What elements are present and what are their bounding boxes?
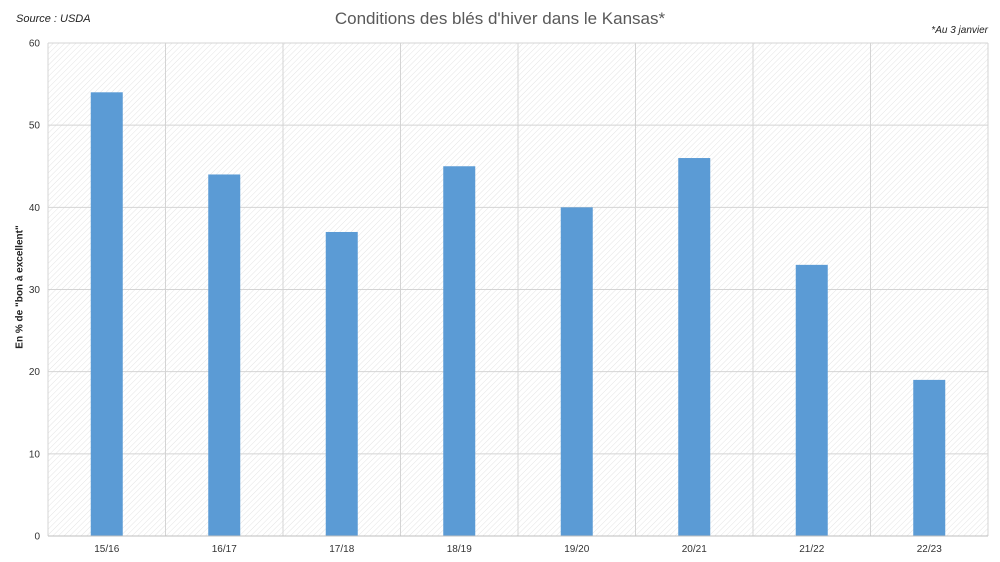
chart-title: Conditions des blés d'hiver dans le Kans… bbox=[334, 9, 666, 28]
x-tick-label: 18/19 bbox=[447, 544, 472, 555]
x-tick-label: 20/21 bbox=[682, 544, 707, 555]
bar-15-16 bbox=[90, 92, 123, 537]
date-note: *Au 3 janvier bbox=[931, 25, 988, 36]
x-tick-label: 21/22 bbox=[799, 544, 824, 555]
y-tick-label: 60 bbox=[29, 39, 41, 50]
x-tick-label: 15/16 bbox=[94, 544, 119, 555]
bar-19-20 bbox=[560, 207, 593, 537]
bar-21-22 bbox=[795, 264, 828, 536]
bar-17-18 bbox=[325, 231, 358, 536]
x-tick-label: 17/18 bbox=[329, 544, 354, 555]
y-tick-label: 30 bbox=[29, 285, 41, 296]
bar-22-23 bbox=[913, 379, 946, 536]
y-tick-label: 20 bbox=[29, 367, 41, 378]
x-tick-label: 16/17 bbox=[212, 544, 237, 555]
bar-16-17 bbox=[208, 174, 241, 536]
bar-20-21 bbox=[678, 158, 711, 537]
source-note: Source : USDA bbox=[16, 13, 91, 25]
y-tick-label: 40 bbox=[29, 203, 41, 214]
y-tick-label: 0 bbox=[34, 532, 40, 543]
y-tick-label: 50 bbox=[29, 121, 41, 132]
y-tick-label: 10 bbox=[29, 449, 41, 460]
x-tick-label: 19/20 bbox=[564, 544, 589, 555]
bar-18-19 bbox=[443, 166, 476, 536]
x-tick-label: 22/23 bbox=[917, 544, 942, 555]
